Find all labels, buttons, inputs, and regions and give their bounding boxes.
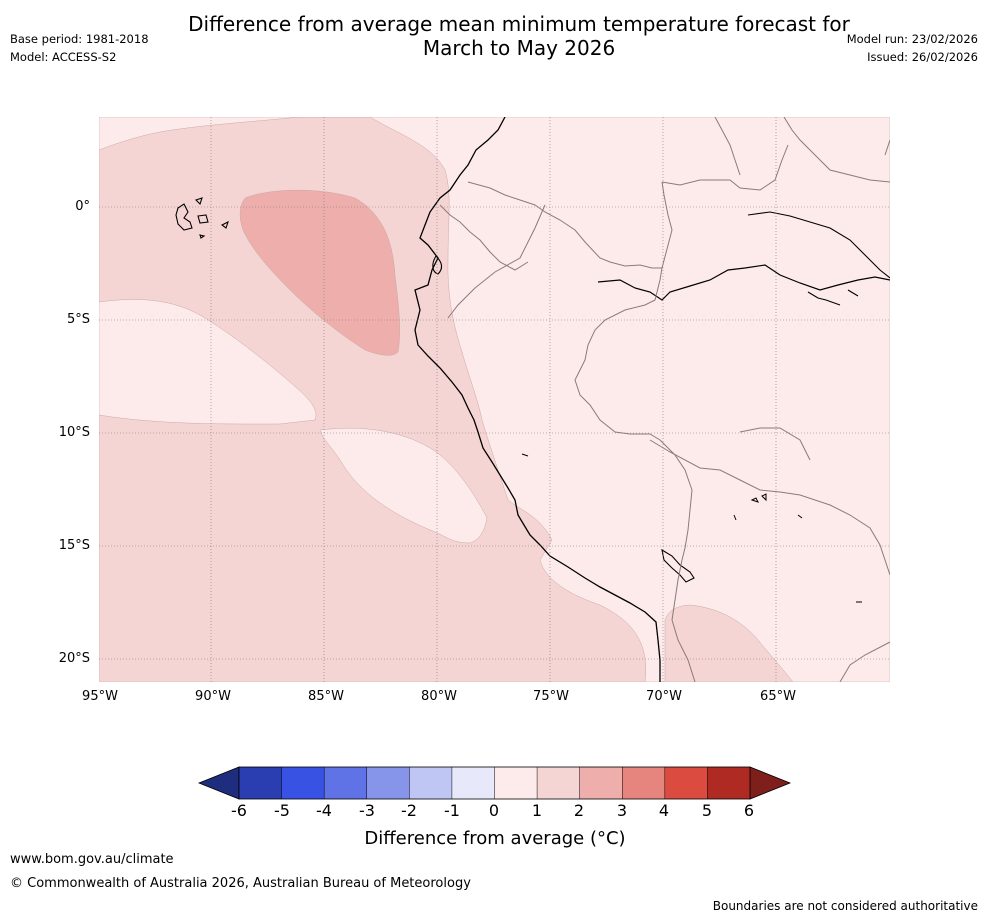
lon-label: 90°W: [195, 689, 231, 704]
lon-label: 80°W: [421, 689, 457, 704]
colorbar-tick-label: -6: [231, 801, 247, 820]
colorbar-bin: [707, 767, 751, 799]
colorbar-tick-label: -4: [316, 801, 332, 820]
lat-label: 10°S: [58, 425, 90, 440]
lat-label: 15°S: [58, 538, 90, 553]
colorbar-tick-label: -1: [444, 801, 460, 820]
base-period-text: Base period: 1981-2018: [10, 32, 149, 46]
anomaly-area-1-2-south: [664, 604, 794, 682]
colorbar-tick-label: 2: [573, 801, 585, 820]
small-lakes: [521, 453, 862, 603]
colorbar-tick-label: 0: [488, 801, 500, 820]
lon-label: 85°W: [308, 689, 344, 704]
title-line-1: Difference from average mean minimum tem…: [188, 12, 850, 36]
colorbar-bin: [579, 767, 623, 799]
anomaly-area-0-1-west: [99, 299, 317, 425]
river-branch: [807, 289, 859, 306]
colorbar-low-extend: [197, 766, 240, 800]
lake-titicaca: [661, 548, 695, 583]
colorbar-bin: [451, 767, 495, 799]
footer-disclaimer: Boundaries are not considered authoritat…: [712, 899, 978, 913]
river-amazon: [597, 264, 890, 301]
colorbar-tick-label: 3: [616, 801, 628, 820]
lon-label: 65°W: [760, 689, 796, 704]
colorbar-tick-label: 5: [701, 801, 713, 820]
colorbar: [197, 766, 792, 800]
lon-label: 75°W: [533, 689, 569, 704]
colorbar-tick-label: -2: [401, 801, 417, 820]
colorbar-tick-label: 4: [658, 801, 670, 820]
colorbar-frame: [238, 766, 751, 800]
footer-url[interactable]: www.bom.gov.au/climate: [10, 852, 174, 867]
colorbar-bin: [622, 767, 666, 799]
meta-left: Base period: 1981-2018 Model: ACCESS-S2: [10, 30, 149, 66]
colorbar-high-extend: [749, 766, 792, 800]
colorbar-bin: [239, 767, 282, 799]
colorbar-bin: [324, 767, 368, 799]
lat-label: 0°: [75, 199, 90, 214]
model-text: Model: ACCESS-S2: [10, 50, 117, 64]
river-upper: [747, 211, 890, 279]
coastline-gulf: [432, 255, 443, 275]
colorbar-bin: [281, 767, 325, 799]
country-borders: [439, 117, 890, 682]
colorbar-tick-label: -5: [274, 801, 290, 820]
meta-right: Model run: 23/02/2026 Issued: 26/02/2026: [847, 30, 978, 66]
anomaly-area-0-1-offshore: [319, 427, 488, 544]
anomaly-area-0-1-north: [99, 117, 890, 682]
colorbar-tick-label: 6: [743, 801, 755, 820]
galapagos-islands: [175, 197, 229, 239]
footer-copyright: © Commonwealth of Australia 2026, Austra…: [10, 876, 471, 891]
chart-title: Difference from average mean minimum tem…: [0, 12, 988, 60]
colorbar-bin: [494, 767, 538, 799]
anomaly-area-0-1-northwest: [99, 117, 301, 151]
anomaly-area-2-3: [239, 189, 400, 356]
colorbar-tick-label: -3: [359, 801, 375, 820]
colorbar-tick-label: 1: [531, 801, 543, 820]
lon-label: 95°W: [82, 689, 118, 704]
colorbar-bin: [537, 767, 580, 799]
lat-label: 20°S: [58, 651, 90, 666]
lat-label: 5°S: [66, 312, 90, 327]
title-line-2: March to May 2026: [422, 36, 616, 60]
colorbar-bin: [664, 767, 708, 799]
coastline: [414, 117, 661, 682]
colorbar-bin: [409, 767, 453, 799]
lon-label: 70°W: [646, 689, 682, 704]
colorbar-bin: [366, 767, 410, 799]
issued-text: Issued: 26/02/2026: [867, 50, 978, 64]
colorbar-title: Difference from average (°C): [364, 828, 626, 849]
model-run-text: Model run: 23/02/2026: [846, 32, 978, 46]
graticule: [99, 117, 890, 682]
